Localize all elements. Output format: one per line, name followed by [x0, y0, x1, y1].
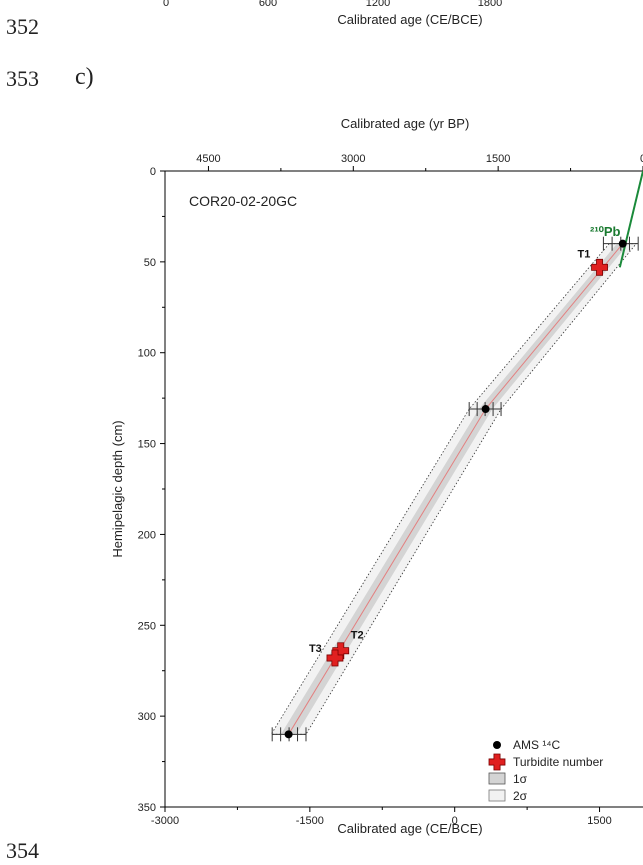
legend-1sigma-swatch — [488, 772, 506, 785]
pb210-label: ²¹⁰Pb — [590, 224, 621, 239]
ams-14c-point — [481, 405, 490, 414]
line-number-353: 353 — [6, 66, 39, 91]
turbidite-label: T1 — [578, 248, 591, 260]
legend-label: 2σ — [513, 789, 528, 803]
top-tick-label: 0 — [163, 0, 169, 9]
x-tick-label: 1500 — [587, 815, 611, 827]
legend-cross-symbol — [488, 753, 506, 771]
legend-2sigma-swatch — [488, 789, 506, 802]
ams-14c-point — [284, 730, 293, 739]
legend-label: AMS ¹⁴C — [513, 738, 560, 752]
turbidite-marker — [591, 258, 608, 276]
turbidite-marker — [332, 642, 350, 660]
top-tick-label: 600 — [259, 0, 277, 9]
y-tick-label: 100 — [138, 348, 156, 360]
legend-item: 1σ — [488, 772, 528, 786]
legend-label: Turbidite number — [513, 755, 603, 769]
x-tick-label: -1500 — [296, 815, 324, 827]
x2-tick-label: 3000 — [341, 153, 365, 165]
y-tick-label: 150 — [138, 439, 156, 451]
x-tick-label: 0 — [452, 815, 458, 827]
top-x-axis-label: Calibrated age (CE/BCE) — [337, 12, 482, 27]
legend-label: 1σ — [513, 772, 528, 786]
ams-14c-point — [618, 239, 627, 248]
core-label: COR20-02-20GC — [189, 193, 297, 209]
line-number-352: 352 — [6, 14, 39, 39]
y-tick-label: 0 — [150, 166, 156, 178]
y-tick-label: 50 — [144, 257, 156, 269]
turbidite-marker — [326, 649, 344, 667]
top-figure-strip: 0 600 1200 1800 Calibrated age (CE/BCE) — [163, 0, 502, 27]
top-tick-label: 1800 — [478, 0, 502, 9]
x2-tick-label: 1500 — [486, 153, 510, 165]
x2-axis-label: Calibrated age (yr BP) — [341, 116, 470, 131]
legend-item: Turbidite number — [488, 753, 603, 771]
legend-item: AMS ¹⁴C — [493, 738, 560, 752]
y-tick-label: 300 — [138, 711, 156, 723]
y-tick-label: 200 — [138, 529, 156, 541]
x2-tick-label: 4500 — [196, 153, 220, 165]
y-tick-label: 250 — [138, 620, 156, 632]
top-tick-label: 1200 — [366, 0, 390, 9]
turbidite-label: T3 — [309, 643, 322, 655]
line-number-354: 354 — [6, 838, 39, 863]
y-tick-label: 350 — [138, 802, 156, 814]
turbidite-label: T2 — [351, 630, 364, 642]
y-axis-label: Hemipelagic depth (cm) — [110, 420, 125, 557]
panel-label: c) — [75, 64, 94, 90]
legend-dot-symbol — [493, 741, 501, 749]
band-1sigma — [280, 243, 629, 735]
legend-item: 2σ — [488, 789, 528, 803]
x-tick-label: -3000 — [151, 815, 179, 827]
pb210-line — [618, 170, 643, 268]
x2-tick-label: 0 — [640, 153, 643, 165]
x-axis-label: Calibrated age (CE/BCE) — [337, 821, 482, 836]
